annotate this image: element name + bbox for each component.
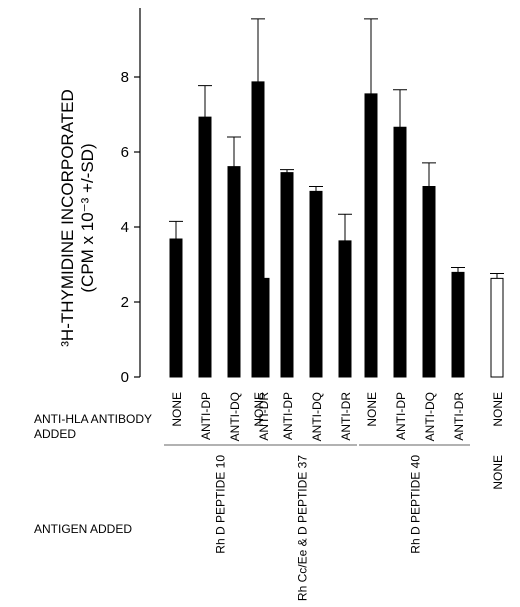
bar [309, 190, 323, 378]
plot-area: 0 2 4 6 8 NONE ANTI-DP ANTI-DQ ANTI-DR Rh D PEPTI… [121, 8, 505, 601]
antibody-row-label-line1: ANTI-HLA ANTIBODY [34, 412, 153, 426]
bar [169, 238, 183, 378]
bar [251, 81, 265, 378]
y-tick-label: 0 [121, 369, 129, 386]
antibody-row-label-line2: ADDED [34, 427, 77, 441]
antigen-group-label: Rh D PEPTIDE 10 [214, 455, 228, 554]
y-axis-label-line2: (CPM x 10⁻³ +/-SD) [78, 143, 97, 292]
bar [364, 93, 378, 378]
antibody-tick-label: ANTI-DP [394, 392, 408, 440]
antibody-tick-label: ANTI-DR [257, 392, 271, 441]
y-tick-label: 2 [121, 294, 129, 311]
antibody-tick-label: NONE [170, 392, 184, 427]
bar [451, 271, 465, 378]
antigen-group-label: Rh D PEPTIDE 40 [409, 455, 423, 554]
antibody-tick-label: NONE [252, 392, 266, 427]
antibody-row-label: ANTI-HLA ANTIBODY ADDED [34, 412, 152, 442]
antigen-row-label: ANTIGEN ADDED [34, 522, 133, 536]
antibody-tick-label: NONE [491, 392, 505, 427]
y-axis-label-line1: ³H-THYMIDINE INCORPORATED [58, 89, 77, 347]
antibody-tick-label: ANTI-DQ [423, 392, 437, 441]
antigen-group-label: NONE [491, 455, 505, 490]
antigen-group-label: Rh Cc/Ee & D PEPTIDE 37 [296, 455, 310, 601]
y-tick-label: 6 [121, 144, 129, 161]
bar [227, 166, 241, 378]
y-tick-label: 8 [121, 69, 129, 86]
antibody-tick-label: ANTI-DP [281, 392, 295, 440]
antibody-tick-label: ANTI-DQ [310, 392, 324, 441]
bar [393, 126, 407, 378]
antibody-tick-label: ANTI-DP [199, 392, 213, 440]
bar [490, 277, 504, 378]
bar [422, 186, 436, 378]
antibody-tick-label: NONE [365, 392, 379, 427]
bar [198, 116, 212, 378]
y-tick-label: 4 [121, 219, 129, 236]
antibody-tick-label: ANTI-DR [452, 392, 466, 441]
antibody-tick-label: ANTI-DR [339, 392, 353, 441]
bar [338, 240, 352, 378]
bar [280, 172, 294, 378]
antibody-tick-label: ANTI-DQ [228, 392, 242, 441]
